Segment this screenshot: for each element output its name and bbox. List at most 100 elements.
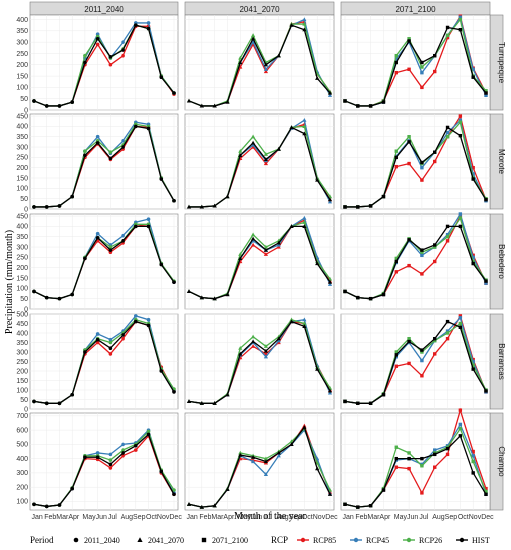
station-strip-label: Barrancas bbox=[497, 343, 506, 379]
data-point-hist bbox=[343, 399, 347, 404]
series-line-hist bbox=[33, 433, 175, 508]
data-point-hist bbox=[225, 487, 230, 491]
x-tick-label: FebMarApr bbox=[44, 514, 80, 521]
data-point-hist bbox=[263, 247, 269, 252]
data-point-hist bbox=[263, 459, 269, 464]
data-point-hist bbox=[212, 401, 217, 405]
data-point-rcp26 bbox=[407, 337, 411, 341]
data-point-hist bbox=[368, 296, 373, 301]
data-point-rcp26 bbox=[458, 216, 463, 220]
data-point-rcp45 bbox=[276, 453, 281, 458]
data-point-rcp26 bbox=[83, 149, 87, 153]
data-point-hist bbox=[199, 103, 204, 108]
data-point-rcp45 bbox=[95, 134, 100, 139]
data-point-rcp85 bbox=[95, 42, 100, 47]
data-point-hist bbox=[289, 319, 294, 324]
data-point-rcp45 bbox=[121, 442, 125, 447]
data-point-rcp85 bbox=[108, 62, 113, 67]
data-point-rcp45 bbox=[263, 67, 269, 71]
data-point-rcp26 bbox=[484, 89, 488, 93]
y-tick-label: 100 bbox=[16, 499, 28, 506]
data-point-rcp85 bbox=[458, 408, 463, 412]
data-point-hist bbox=[458, 28, 463, 32]
y-tick-label: 350 bbox=[16, 234, 28, 241]
series-line-hist bbox=[33, 225, 175, 300]
data-point-rcp85 bbox=[121, 53, 125, 58]
data-point-hist bbox=[186, 98, 192, 103]
y-tick-label: 200 bbox=[16, 484, 28, 491]
data-point-hist bbox=[433, 150, 437, 154]
data-point-hist bbox=[368, 204, 373, 208]
data-point-hist bbox=[420, 248, 424, 252]
y-tick-label: 50 bbox=[20, 296, 28, 303]
data-point-hist bbox=[32, 502, 36, 507]
data-point-hist bbox=[368, 401, 373, 405]
data-point-rcp45 bbox=[134, 314, 138, 318]
data-point-hist bbox=[433, 54, 437, 58]
data-point-rcp85 bbox=[121, 453, 125, 458]
data-point-rcp26 bbox=[238, 346, 243, 350]
data-point-hist bbox=[95, 455, 100, 460]
data-point-hist bbox=[44, 205, 49, 209]
legend-rcp-label: HIST bbox=[472, 536, 490, 545]
data-point-rcp26 bbox=[471, 259, 475, 264]
data-point-hist bbox=[315, 366, 320, 371]
data-point-rcp26 bbox=[238, 148, 243, 153]
legend-rcp-marker bbox=[300, 537, 306, 543]
data-point-rcp45 bbox=[276, 242, 281, 247]
legend-rcp-label: RCP85 bbox=[313, 536, 336, 545]
data-point-rcp26 bbox=[327, 487, 333, 492]
data-point-rcp45 bbox=[433, 448, 437, 452]
data-point-rcp45 bbox=[420, 165, 424, 170]
legend-rcp-marker bbox=[459, 537, 465, 543]
y-tick-label: 100 bbox=[16, 85, 28, 92]
data-point-hist bbox=[484, 279, 488, 283]
data-point-rcp85 bbox=[263, 161, 269, 166]
data-point-rcp26 bbox=[394, 256, 398, 261]
data-point-hist bbox=[471, 261, 475, 266]
data-point-rcp85 bbox=[394, 70, 398, 75]
data-point-rcp85 bbox=[407, 161, 411, 166]
data-point-rcp85 bbox=[471, 449, 475, 454]
data-point-rcp26 bbox=[302, 321, 307, 326]
data-point-rcp26 bbox=[302, 220, 307, 224]
series-line-hist bbox=[188, 425, 331, 508]
y-tick-label: 0 bbox=[24, 206, 28, 213]
data-point-rcp45 bbox=[95, 231, 100, 236]
data-point-rcp45 bbox=[458, 212, 463, 216]
x-tick-label: Jan bbox=[32, 514, 43, 521]
panel-background bbox=[184, 14, 335, 111]
data-point-hist bbox=[445, 25, 450, 30]
data-point-rcp45 bbox=[420, 253, 424, 258]
y-tick-label: 200 bbox=[16, 368, 28, 375]
data-point-rcp45 bbox=[445, 329, 450, 333]
data-point-hist bbox=[420, 456, 424, 461]
y-tick-label: 150 bbox=[16, 175, 28, 182]
data-point-rcp85 bbox=[420, 178, 424, 182]
data-point-rcp85 bbox=[420, 491, 424, 495]
x-axis-title: Month of the year bbox=[234, 511, 307, 522]
data-point-hist bbox=[95, 141, 100, 145]
y-tick-label: 200 bbox=[16, 62, 28, 69]
data-point-hist bbox=[146, 323, 151, 328]
data-point-hist bbox=[121, 333, 125, 337]
y-tick-label: 200 bbox=[16, 165, 28, 172]
data-point-rcp26 bbox=[420, 350, 424, 354]
data-point-rcp45 bbox=[458, 118, 463, 122]
legend: Period RCP 2011_2040 2041_2070 2071_2100 RC… bbox=[30, 535, 490, 545]
data-point-hist bbox=[186, 289, 192, 294]
y-tick-label: 0 bbox=[24, 406, 28, 413]
legend-rcp-title: RCP bbox=[271, 535, 288, 545]
data-point-hist bbox=[433, 243, 437, 247]
data-point-rcp85 bbox=[134, 448, 138, 452]
data-point-hist bbox=[225, 99, 230, 104]
data-point-hist bbox=[356, 401, 360, 405]
series-line-hist bbox=[34, 125, 175, 208]
data-point-hist bbox=[289, 224, 294, 228]
data-point-rcp85 bbox=[433, 159, 437, 164]
data-point-hist bbox=[250, 236, 256, 241]
data-point-rcp85 bbox=[445, 452, 450, 457]
data-point-hist bbox=[471, 177, 475, 181]
data-point-hist bbox=[471, 367, 475, 371]
data-point-rcp26 bbox=[458, 426, 463, 431]
